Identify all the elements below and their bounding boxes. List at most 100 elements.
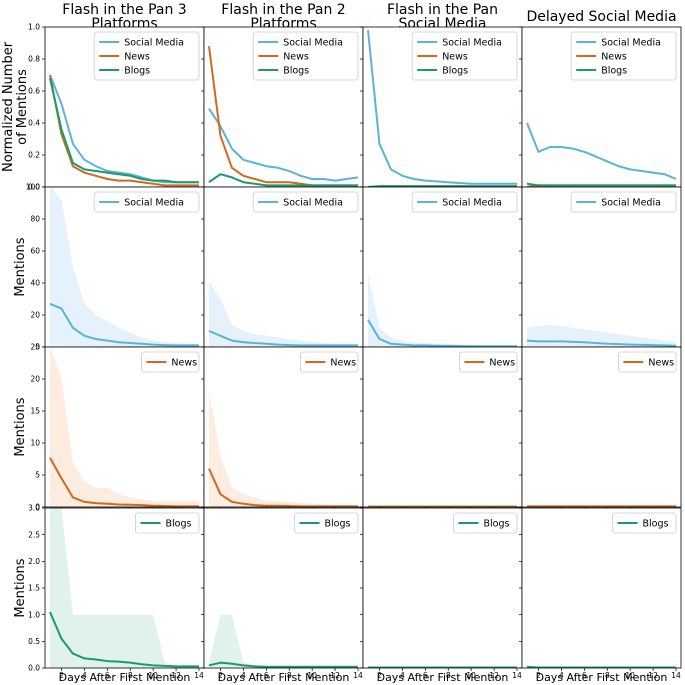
x-tick-label: 12	[648, 671, 658, 680]
plot-area	[204, 187, 363, 347]
x-axis-label: Days After First Mention	[218, 671, 350, 684]
plot-area	[522, 187, 681, 347]
legend: Social Media	[570, 191, 677, 213]
y-tick-label: 0	[35, 503, 40, 512]
plot-area	[363, 187, 522, 347]
legend: News	[140, 351, 200, 373]
x-axis-label: Days After First Mention	[59, 671, 191, 684]
y-tick-label: 1.0	[28, 23, 40, 32]
legend-label-news: News	[648, 357, 674, 368]
y-tick-label: 20	[30, 311, 40, 320]
y-tick-label: 40	[30, 279, 40, 288]
plot-area	[522, 508, 681, 668]
y-axis-label: Mentions	[13, 558, 28, 617]
row-labels: Normalized Number of Mentions Mentions Ment…	[1, 41, 30, 617]
y-axis-label: Mentions	[13, 237, 28, 296]
x-tick-label: 6	[264, 671, 269, 680]
range-band-news	[50, 347, 199, 507]
legend-box	[453, 512, 518, 534]
y-tick-label: 2.0	[28, 557, 40, 566]
x-tick-label: 6	[423, 671, 428, 680]
plot-area	[363, 347, 522, 507]
panel-r1-c4: Social Media News Blogs	[519, 26, 682, 190]
legend-label-news: News	[442, 51, 468, 62]
legend: Social Media	[93, 191, 200, 213]
series-line-blogs	[49, 611, 199, 668]
y-tick-label: 100	[26, 183, 41, 192]
legend: Social Media News Blogs	[570, 31, 677, 81]
legend-box	[252, 31, 359, 81]
x-tick-label: 4	[241, 671, 246, 680]
legend-box	[411, 31, 518, 81]
series-line-news	[208, 468, 358, 507]
legend-box	[570, 31, 677, 81]
legend-label-social-media: Social Media	[601, 197, 661, 208]
column-title-line: Delayed Social Media	[526, 9, 676, 25]
x-tick-label: 10	[307, 671, 317, 680]
x-tick-label: 14	[671, 671, 681, 680]
x-tick-label: 4	[82, 671, 87, 680]
y-tick-label: 0	[35, 343, 40, 352]
panel-r3-c1: 0 5 10 15 20 25 News	[30, 343, 205, 512]
x-tick-label: 14	[353, 671, 363, 680]
x-axis-label: Days After First Mention	[536, 671, 668, 684]
plot-area	[204, 347, 363, 507]
series-line-blogs	[526, 665, 676, 668]
legend-label-news: News	[601, 51, 627, 62]
x-tick-label: 8	[287, 671, 292, 680]
legend-box	[612, 512, 677, 534]
legend-label-blogs: Blogs	[643, 518, 669, 529]
panel-r2-c1: 0 20 40 60 80 100 Social Media	[26, 183, 205, 352]
series-line-blogs	[526, 182, 676, 187]
series-line-social-media	[367, 30, 517, 185]
series-line-social-media	[208, 330, 358, 347]
legend-box	[458, 351, 518, 373]
panel-r4-c3: 2 4 6 8 10 12 14 Blogs	[360, 507, 523, 680]
legend: Blogs	[612, 512, 677, 534]
legend-box	[135, 512, 200, 534]
column-title-line: Flash in the Pan 2	[221, 2, 345, 18]
x-tick-label: 2	[59, 671, 64, 680]
x-tick-label: 14	[194, 671, 204, 680]
legend-label-news: News	[283, 51, 309, 62]
legend-label-social-media: Social Media	[601, 37, 661, 48]
x-tick-label: 6	[582, 671, 587, 680]
legend-box	[252, 191, 359, 213]
legend-label-blogs: Blogs	[283, 65, 309, 76]
legend-label-blogs: Blogs	[124, 65, 150, 76]
series-line-blogs	[208, 173, 358, 187]
series-line-blogs	[49, 77, 199, 184]
y-axis-label: Normalized Number	[1, 41, 16, 172]
y-tick-label: 20	[30, 375, 40, 384]
range-band-social-media	[50, 187, 199, 347]
x-tick-label: 8	[605, 671, 610, 680]
x-tick-label: 4	[400, 671, 405, 680]
y-tick-label: 0.0	[28, 183, 40, 192]
legend-box	[294, 512, 359, 534]
plot-area	[522, 347, 681, 507]
series-line-news	[49, 74, 199, 187]
panel-r4-c4: 2 4 6 8 10 12 14 Blogs	[519, 507, 682, 680]
legend: Blogs	[294, 512, 359, 534]
x-tick-label: 2	[218, 671, 223, 680]
legend-box	[140, 351, 200, 373]
plot-area	[363, 508, 522, 668]
legend-label-social-media: Social Media	[442, 37, 502, 48]
x-tick-label: 4	[559, 671, 564, 680]
panel-frame	[521, 346, 682, 508]
panel-r1-c1: 0.0 0.2 0.4 0.6 0.8 1.0 Social Media News Blogs	[28, 23, 205, 192]
y-tick-label: 80	[30, 215, 40, 224]
x-tick-label: 2	[536, 671, 541, 680]
y-tick-label: 2.5	[28, 530, 40, 539]
legend-box	[570, 191, 677, 213]
column-title-line: Flash in the Pan 3	[62, 2, 186, 18]
y-tick-label: 25	[30, 343, 40, 352]
panel-r2-c2: Social Media	[201, 186, 364, 350]
y-tick-label: 3.0	[28, 504, 40, 513]
y-axis-label: of Mentions	[15, 69, 30, 145]
y-tick-label: 0.5	[28, 637, 40, 646]
legend: Blogs	[453, 512, 518, 534]
series-line-news	[49, 457, 199, 507]
